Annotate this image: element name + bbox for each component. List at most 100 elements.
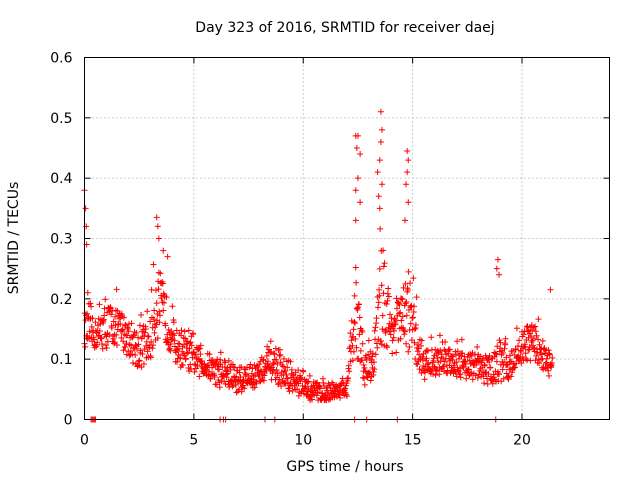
data-point: [403, 340, 410, 347]
data-point: [206, 351, 213, 358]
data-point: [337, 394, 344, 401]
data-point: [216, 384, 223, 391]
data-point: [314, 389, 321, 396]
y-tick-label: 0.2: [50, 292, 72, 308]
data-point: [240, 382, 247, 389]
data-point: [349, 357, 356, 364]
data-point: [360, 361, 367, 368]
data-point: [391, 316, 398, 323]
data-point: [356, 314, 363, 321]
data-point: [359, 340, 366, 347]
data-point: [453, 359, 460, 366]
data-point: [194, 362, 201, 369]
y-tick-label: 0.6: [50, 51, 72, 67]
data-point: [418, 342, 425, 349]
data-point: [432, 372, 439, 379]
data-point: [304, 379, 311, 386]
data-point: [350, 348, 357, 355]
data-point: [428, 334, 435, 341]
chart-title: Day 323 of 2016, SRMTID for receiver dae…: [195, 20, 494, 36]
data-point: [166, 346, 173, 353]
data-point: [469, 349, 476, 356]
data-point: [117, 320, 124, 327]
data-point: [424, 347, 431, 354]
data-point: [170, 319, 177, 326]
data-point: [317, 385, 324, 392]
data-point: [123, 340, 130, 347]
x-axis-label: GPS time / hours: [286, 459, 403, 475]
data-point: [156, 319, 163, 326]
data-point: [435, 359, 442, 366]
y-tick-label: 0.5: [50, 111, 72, 127]
data-point: [179, 362, 186, 369]
data-point: [391, 327, 398, 334]
data-point: [120, 314, 127, 321]
data-point: [96, 332, 103, 339]
data-point: [379, 126, 385, 133]
data-point: [496, 370, 503, 377]
data-point: [84, 289, 91, 296]
data-point: [211, 373, 218, 380]
data-point: [181, 328, 188, 335]
data-point: [280, 355, 287, 362]
data-point: [284, 364, 291, 371]
data-point: [375, 299, 382, 306]
data-point: [222, 359, 229, 366]
data-point: [84, 310, 91, 317]
data-point: [120, 347, 127, 354]
data-point: [156, 308, 163, 315]
data-point: [99, 345, 106, 352]
data-point: [397, 335, 404, 342]
data-point: [395, 300, 402, 307]
data-point: [268, 348, 275, 355]
data-point: [254, 364, 261, 371]
data-point: [484, 381, 491, 388]
data-points: [81, 108, 556, 423]
data-point: [182, 355, 189, 362]
data-point: [230, 363, 237, 370]
data-point: [404, 148, 411, 155]
data-point: [236, 369, 243, 376]
data-point: [82, 343, 89, 350]
data-point: [481, 380, 488, 387]
data-point: [386, 328, 393, 335]
data-point: [385, 285, 392, 292]
data-point: [423, 347, 430, 354]
data-point: [376, 292, 383, 299]
data-point: [457, 374, 464, 381]
data-point: [493, 358, 500, 365]
data-point: [361, 364, 368, 371]
data-point: [350, 326, 357, 333]
y-tick-labels: 0 0.1 0.2 0.3 0.4 0.5 0.6: [50, 51, 72, 429]
data-point: [224, 364, 231, 371]
data-point: [88, 323, 95, 330]
data-point: [153, 214, 160, 221]
data-point: [82, 205, 89, 212]
data-point: [418, 337, 425, 344]
data-point: [503, 354, 510, 361]
data-point: [536, 360, 543, 367]
data-point: [370, 359, 377, 366]
data-point: [458, 336, 465, 343]
data-point: [154, 223, 161, 230]
data-point: [523, 355, 530, 362]
data-point: [108, 311, 115, 318]
data-point: [348, 337, 355, 344]
data-point: [428, 367, 435, 374]
x-tick-label: 5: [189, 433, 198, 449]
data-point: [346, 368, 353, 375]
data-point: [524, 323, 531, 330]
data-point: [367, 348, 374, 355]
data-point: [182, 335, 189, 342]
data-point: [437, 347, 444, 354]
data-point: [258, 368, 265, 375]
data-point: [533, 332, 540, 339]
x-tick-label: 0: [80, 433, 89, 449]
data-point: [352, 187, 359, 194]
data-point: [314, 379, 321, 386]
data-point: [436, 332, 443, 339]
data-point: [370, 368, 377, 375]
x-tick-label: 10: [294, 433, 312, 449]
data-point: [251, 362, 258, 369]
data-point: [499, 366, 506, 373]
